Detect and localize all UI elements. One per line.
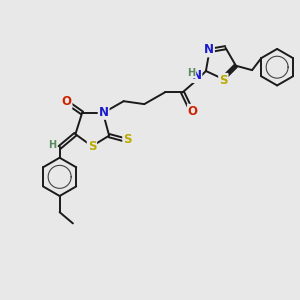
- Text: N: N: [204, 44, 214, 56]
- Text: O: O: [61, 95, 71, 108]
- Text: S: S: [88, 140, 96, 153]
- Text: O: O: [188, 105, 198, 118]
- Text: H: H: [48, 140, 56, 150]
- Text: H: H: [187, 68, 196, 78]
- Text: S: S: [219, 74, 228, 87]
- Text: N: N: [99, 106, 109, 119]
- Text: S: S: [123, 133, 132, 146]
- Text: N: N: [191, 69, 201, 82]
